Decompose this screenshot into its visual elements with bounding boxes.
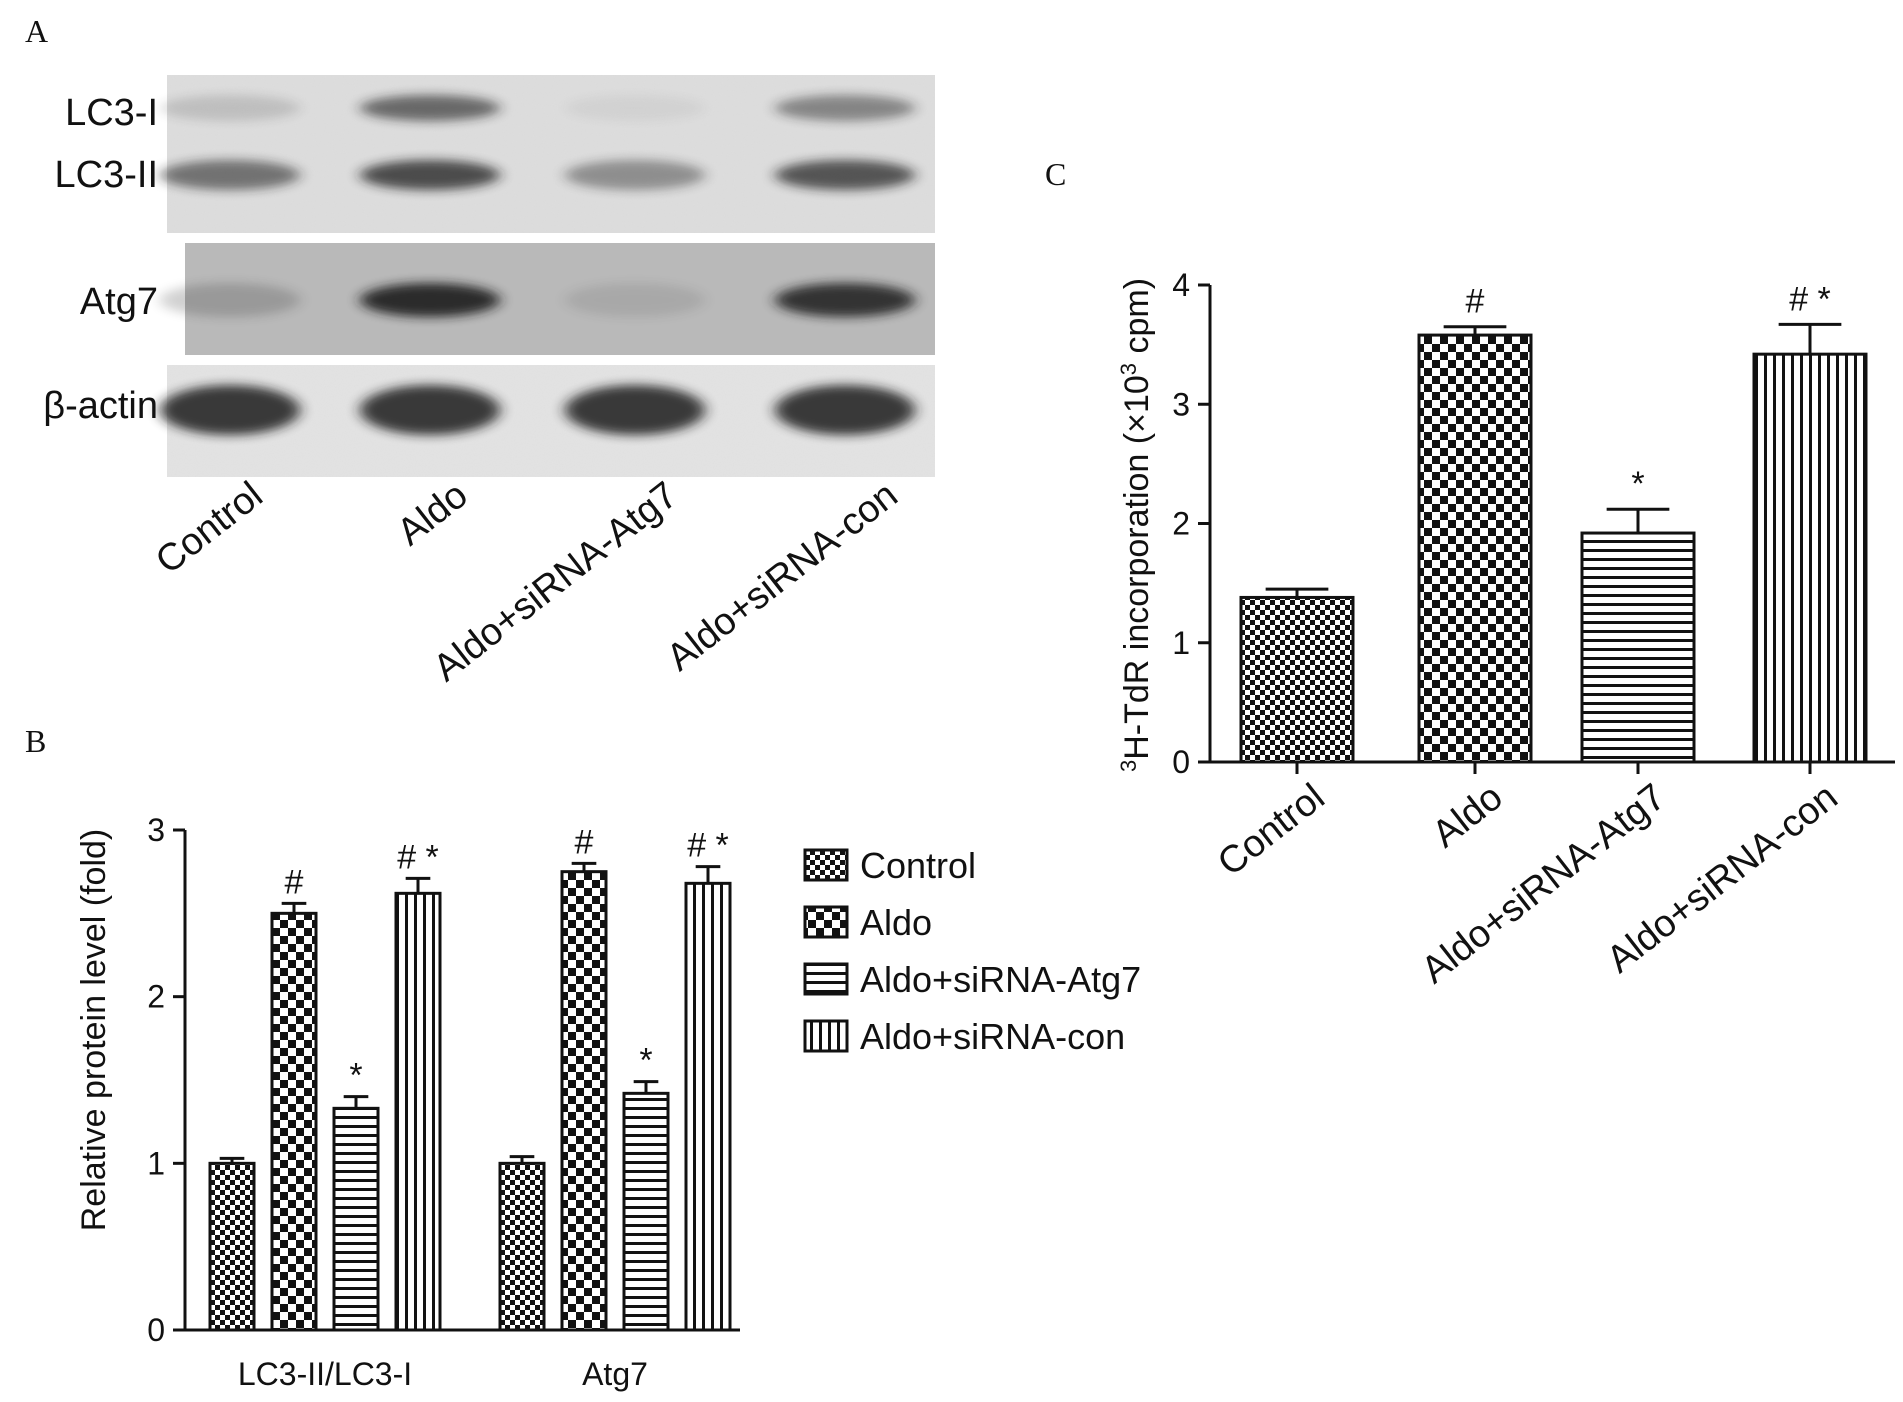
legend-entry-control: Control (803, 845, 976, 886)
chart-b-bar-atg7-control (498, 1161, 546, 1332)
chart-c-ylabel-sup-prefix: 3 (1116, 760, 1141, 772)
band-lc3-ii-aldo-sirna-atg7 (565, 160, 705, 190)
chart-b-bar-atg7-aldo-sirna-con (684, 881, 732, 1332)
legend-entry-aldo-sirna-atg7: Aldo+siRNA-Atg7 (803, 959, 1141, 1000)
chart-c-ytick-label-4: 4 (1172, 267, 1190, 303)
lane-label-aldo: Aldo (390, 474, 476, 554)
chart-b-legend: Control Aldo Aldo+siRNA-Atg7 Aldo+siRNA-… (803, 845, 1141, 1057)
band-lc3-ii-aldo-sirna-con (775, 160, 915, 190)
chart-b-bar-lc3-ii-lc3-i-aldo-sirna-con (394, 891, 442, 1332)
band-lc3-ii-aldo (360, 160, 500, 190)
chart-c-ytick-label-1: 1 (1172, 625, 1190, 661)
chart-b-xtick-label-lc3-ii-lc3-i: LC3-II/LC3-I (238, 1356, 412, 1392)
chart-b-ytick-label-2: 2 (147, 979, 165, 1015)
blot-label-lc3-ii: LC3-II (55, 154, 158, 196)
chart-c-bar-aldo-sirna-atg7 (1580, 531, 1696, 764)
blot-label-lc3-i: LC3-I (65, 92, 158, 134)
band-actin-aldo-sirna-con (775, 385, 915, 435)
chart-c-ytick-label-0: 0 (1172, 744, 1190, 780)
legend-entry-aldo: Aldo (803, 902, 932, 943)
chart-c-xtick-label-aldo: Aldo (1425, 776, 1511, 856)
legend-swatch-aldo-sirna-atg7 (803, 962, 849, 996)
panel-letter-c: C (1045, 156, 1066, 192)
band-lc3-i-aldo-sirna-con (775, 95, 915, 121)
lane-label-control: Control (148, 474, 270, 583)
chart-c-bar-aldo-annotation: # (1466, 283, 1485, 321)
chart-b-bar-lc3-ii-lc3-i-aldo-sirna-con-annotation: # * (397, 838, 439, 876)
band-atg7-aldo-sirna-atg7 (565, 283, 705, 317)
blot-bands (160, 95, 915, 435)
lane-label-aldo-sirna-con: Aldo+siRNA-con (659, 474, 905, 679)
band-lc3-i-control (160, 95, 300, 121)
chart-b-ylabel: Relative protein level (fold) (75, 829, 113, 1232)
legend-swatch-aldo-sirna-con (803, 1019, 849, 1053)
chart-b-bar-lc3-ii-lc3-i-aldo (270, 911, 318, 1332)
chart-b-bar-atg7-aldo-sirna-atg7 (622, 1091, 670, 1332)
legend-entry-aldo-sirna-con: Aldo+siRNA-con (803, 1016, 1125, 1057)
legend-swatch-aldo (803, 905, 849, 939)
chart-b-bar-lc3-ii-lc3-i-aldo-annotation: # (285, 863, 304, 901)
band-actin-aldo (360, 385, 500, 435)
legend-label-control: Control (860, 845, 976, 886)
chart-c-bar-aldo-sirna-con (1752, 352, 1868, 764)
panel-letter-b: B (25, 723, 46, 759)
chart-b-ytick-label-3: 3 (147, 812, 165, 848)
band-actin-control (160, 385, 300, 435)
western-blot-panel: LC3-I LC3-II Atg7 β-actin Control Aldo A… (43, 75, 935, 690)
chart-b-bar-atg7-aldo-sirna-atg7-annotation: * (639, 1042, 652, 1080)
chart-c-bar-aldo (1417, 333, 1533, 764)
chart-c-bar-aldo-sirna-con-annotation: # * (1789, 280, 1831, 318)
chart-b-bar-atg7-aldo (560, 870, 608, 1332)
chart-c-ytick-label-2: 2 (1172, 506, 1190, 542)
band-actin-aldo-sirna-atg7 (565, 385, 705, 435)
chart-b-bar-lc3-ii-lc3-i-control (208, 1161, 256, 1332)
panel-letter-a: A (25, 13, 48, 49)
band-lc3-ii-control (160, 160, 300, 190)
chart-b-ytick-label-1: 1 (147, 1145, 165, 1181)
band-atg7-aldo-sirna-con (775, 283, 915, 317)
chart-c-ylabel-sup-exp: 3 (1116, 363, 1141, 375)
chart-b-xtick-label-atg7: Atg7 (582, 1356, 648, 1392)
blot-label-beta-actin: β-actin (43, 385, 158, 427)
chart-b-bar-atg7-aldo-annotation: # (575, 823, 594, 861)
legend-label-aldo-sirna-con: Aldo+siRNA-con (860, 1016, 1125, 1057)
chart-b-bar-atg7-aldo-sirna-con-annotation: # * (687, 827, 729, 865)
band-lc3-i-aldo-sirna-atg7 (565, 95, 705, 121)
chart-c-bar-control (1239, 595, 1355, 764)
chart-b: # * # * # * # * 0 1 2 3 LC3-II/LC3-I Atg7 Relative… (75, 812, 740, 1392)
chart-b-ytick-label-0: 0 (147, 1312, 165, 1348)
legend-label-aldo: Aldo (860, 902, 932, 943)
legend-swatch-control (803, 848, 849, 882)
band-atg7-control (160, 283, 300, 317)
chart-b-bar-lc3-ii-lc3-i-aldo-sirna-atg7 (332, 1106, 380, 1332)
chart-c-ylabel-end: cpm) (1118, 278, 1156, 363)
chart-c-bars: # * # * (1239, 280, 1868, 764)
chart-c-xtick-label-control: Control (1210, 776, 1332, 885)
legend-label-aldo-sirna-atg7: Aldo+siRNA-Atg7 (860, 959, 1141, 1000)
band-atg7-aldo (360, 283, 500, 317)
chart-b-bar-lc3-ii-lc3-i-aldo-sirna-atg7-annotation: * (349, 1057, 362, 1095)
band-lc3-i-aldo (360, 95, 500, 121)
blot-label-atg7: Atg7 (80, 281, 158, 323)
chart-b-bars: # * # * # * # * (208, 823, 732, 1332)
chart-c-ylabel-main: H-TdR incorporation (×10 (1118, 375, 1156, 760)
chart-c-ytick-label-3: 3 (1172, 386, 1190, 422)
chart-c-bar-aldo-sirna-atg7-annotation: * (1631, 465, 1644, 503)
chart-c-ylabel: 3H-TdR incorporation (×103 cpm) (1116, 278, 1156, 772)
chart-b-axes: 0 1 2 3 LC3-II/LC3-I Atg7 (147, 812, 740, 1392)
